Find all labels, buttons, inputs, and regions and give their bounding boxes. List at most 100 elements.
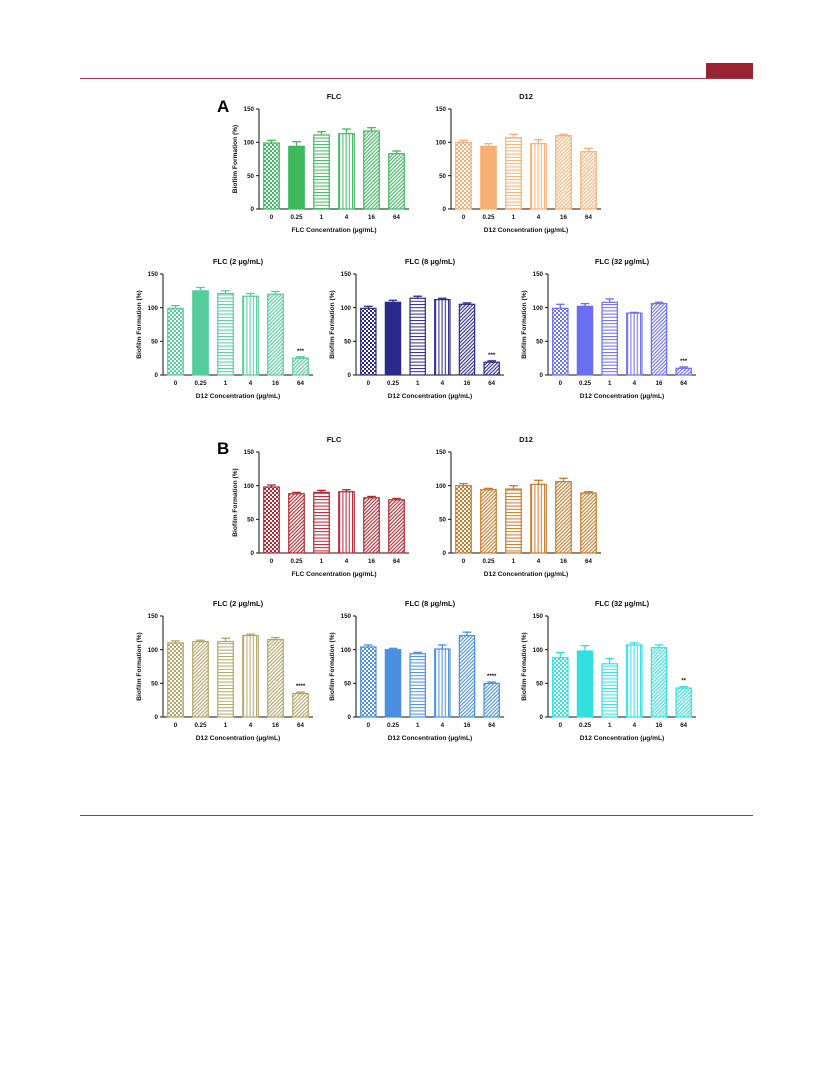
x-tick-label: 1 xyxy=(320,558,324,565)
chart-1: FLC 0 50 100 150 Biofilm Formation (%) FLC Con… xyxy=(232,92,409,234)
significance-label: **** xyxy=(296,684,306,690)
x-tick-label: 16 xyxy=(464,380,471,387)
bar xyxy=(458,303,476,376)
bar xyxy=(242,634,259,718)
bar xyxy=(388,499,405,554)
bar xyxy=(167,642,184,718)
y-tick-label: 0 xyxy=(443,206,447,213)
y-tick-label: 100 xyxy=(341,305,352,312)
chart-10: FLC (32 µg/mL) 0 50 100 150 Biofilm Formation… xyxy=(521,599,696,742)
bar xyxy=(360,646,377,718)
x-tick-label: 0.25 xyxy=(194,722,207,729)
x-tick-label: 0 xyxy=(174,380,178,387)
x-tick-label: 64 xyxy=(393,558,400,565)
bar xyxy=(267,293,284,376)
chart-2: D12 0 50 100 150 D12 Concentration (µg/mL) 0 0.… xyxy=(436,92,601,234)
x-tick-label: 16 xyxy=(560,214,567,221)
y-tick-label: 150 xyxy=(533,613,544,620)
x-axis-title: D12 Concentration (µg/mL) xyxy=(196,393,280,400)
bar xyxy=(650,647,668,718)
x-tick-label: 0 xyxy=(462,214,466,221)
x-tick-label: 4 xyxy=(537,214,541,221)
bar xyxy=(292,357,309,376)
bar xyxy=(288,145,305,210)
bar xyxy=(384,649,402,718)
x-axis-title: D12 Concentration (µg/mL) xyxy=(580,393,664,400)
y-tick-label: 0 xyxy=(540,372,544,379)
x-tick-label: 0 xyxy=(367,380,371,387)
x-axis-title: D12 Concentration (µg/mL) xyxy=(196,735,280,742)
bar xyxy=(458,634,476,718)
x-tick-label: 1 xyxy=(224,380,228,387)
header-tab xyxy=(706,63,753,78)
bar xyxy=(313,134,330,210)
bar xyxy=(530,143,547,210)
x-tick-label: 1 xyxy=(416,380,420,387)
x-tick-label: 0.25 xyxy=(482,558,495,565)
x-tick-label: 0 xyxy=(559,722,563,729)
y-axis-title: Biofilm Formation (%) xyxy=(232,125,239,194)
bar xyxy=(480,489,497,554)
chart-title: FLC xyxy=(327,92,342,101)
x-axis-title: FLC Concentration (µg/mL) xyxy=(291,571,376,578)
y-tick-label: 50 xyxy=(439,173,446,180)
bar xyxy=(192,640,209,718)
footer-rule xyxy=(80,815,753,816)
y-tick-label: 100 xyxy=(533,305,544,312)
panel-letter-b: B xyxy=(217,439,230,458)
x-tick-label: 4 xyxy=(537,558,541,565)
bar xyxy=(555,135,572,210)
header-rule xyxy=(80,78,753,79)
y-tick-label: 150 xyxy=(436,449,447,456)
bar xyxy=(292,692,309,718)
y-axis-title: Biofilm Formation (%) xyxy=(521,290,528,359)
bar xyxy=(363,497,380,554)
x-tick-label: 0 xyxy=(367,722,371,729)
bar xyxy=(455,141,472,210)
bar xyxy=(505,137,522,210)
y-tick-label: 50 xyxy=(536,339,543,346)
bar xyxy=(483,682,500,718)
x-tick-label: 0.25 xyxy=(387,722,400,729)
chart-9: FLC (8 µg/mL) 0 50 100 150 Biofilm Formation … xyxy=(329,599,504,742)
y-tick-label: 100 xyxy=(148,305,159,312)
y-tick-label: 0 xyxy=(540,714,544,721)
x-tick-label: 0.25 xyxy=(194,380,207,387)
y-tick-label: 150 xyxy=(244,106,255,113)
y-tick-label: 100 xyxy=(436,140,447,147)
bar xyxy=(455,485,472,554)
x-tick-label: 1 xyxy=(320,214,324,221)
x-tick-label: 64 xyxy=(488,380,495,387)
y-tick-label: 100 xyxy=(244,483,255,490)
x-tick-label: 16 xyxy=(272,380,279,387)
y-tick-label: 100 xyxy=(436,483,447,490)
x-tick-label: 64 xyxy=(488,722,495,729)
significance-label: *** xyxy=(297,349,305,355)
x-tick-label: 1 xyxy=(224,722,228,729)
y-tick-label: 150 xyxy=(148,271,159,278)
y-axis-title: Biofilm Formation (%) xyxy=(232,468,239,537)
x-tick-label: 16 xyxy=(368,558,375,565)
x-tick-label: 64 xyxy=(585,214,592,221)
bar xyxy=(388,153,405,210)
y-tick-label: 0 xyxy=(251,550,255,557)
y-tick-label: 50 xyxy=(344,681,351,688)
bar xyxy=(555,481,572,554)
chart-title: FLC (32 µg/mL) xyxy=(595,257,650,266)
x-tick-label: 0 xyxy=(270,214,274,221)
x-tick-label: 4 xyxy=(441,722,445,729)
x-axis-title: D12 Concentration (µg/mL) xyxy=(388,393,472,400)
chart-5: FLC (32 µg/mL) 0 50 100 150 Biofilm Formation… xyxy=(521,257,696,400)
x-tick-label: 16 xyxy=(464,722,471,729)
bar xyxy=(288,493,305,554)
chart-6: FLC 0 50 100 150 Biofilm Formation (%) FLC Con… xyxy=(232,435,409,578)
chart-title: FLC xyxy=(327,435,342,444)
panel-letter-a: A xyxy=(217,97,230,116)
y-tick-label: 50 xyxy=(439,517,446,524)
significance-label: *** xyxy=(488,353,496,359)
x-tick-label: 0 xyxy=(559,380,563,387)
x-tick-label: 4 xyxy=(633,380,637,387)
bar xyxy=(434,648,451,718)
bar xyxy=(480,145,497,210)
